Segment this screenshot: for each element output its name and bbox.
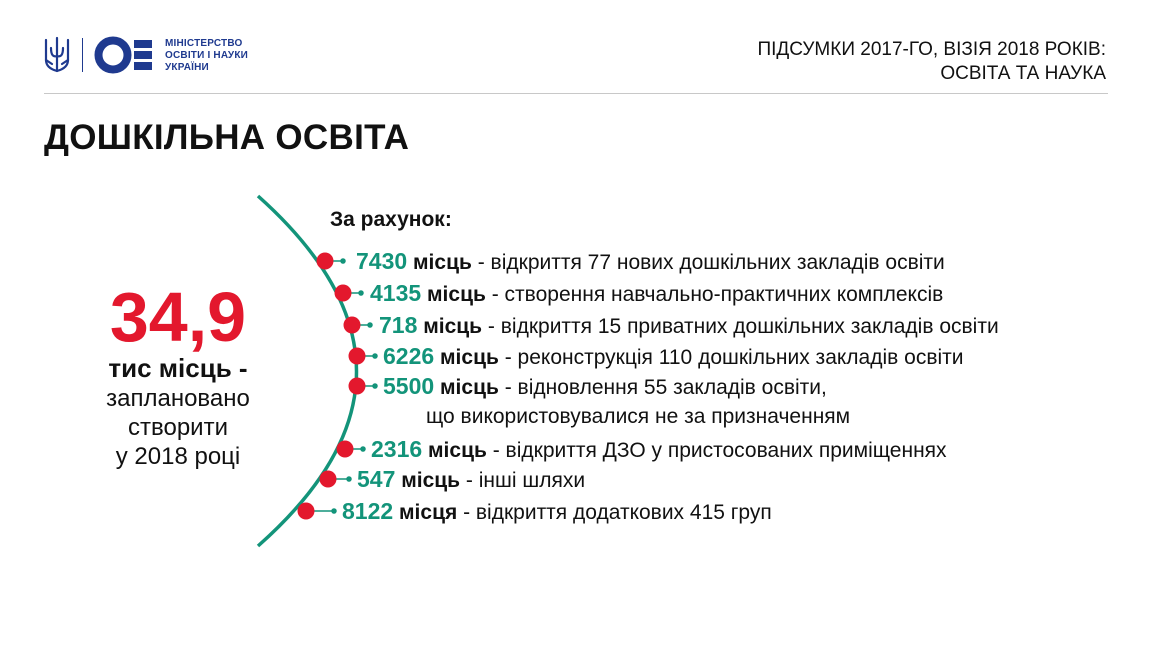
ministry-line: ОСВІТИ І НАУКИ xyxy=(165,50,249,61)
ministry-line: МІНІСТЕРСТВО xyxy=(165,38,243,49)
list-item: 6226 місць - реконструкція 110 дошкільни… xyxy=(383,343,964,371)
ministry-name: МІНІСТЕРСТВО ОСВІТИ І НАУКИ УКРАЇНИ xyxy=(165,38,248,74)
item-unit: місць xyxy=(428,439,487,462)
item-number: 8122 xyxy=(342,498,394,524)
header-title-line1: ПІДСУМКИ 2017-ГО, ВІЗІЯ 2018 РОКІВ: xyxy=(757,39,1106,60)
list-item: 8122 місця - відкриття додаткових 415 гр… xyxy=(342,498,772,526)
item-unit: місць xyxy=(423,315,483,338)
arc-dot xyxy=(343,316,361,334)
item-text: - відкриття додаткових 415 груп xyxy=(457,501,772,524)
item-text: - відкриття 15 приватних дошкільних закл… xyxy=(482,315,999,338)
item-text: - відкриття ДЗО у пристосованих приміщен… xyxy=(486,439,947,462)
list-heading: За рахунок: xyxy=(330,208,452,231)
item-unit: місць xyxy=(401,469,461,492)
trident-icon xyxy=(44,36,70,73)
item-text: - реконструкція 110 дошкільних закладів … xyxy=(498,346,964,369)
item-unit: місць xyxy=(440,346,499,369)
item-number: 718 xyxy=(379,312,418,338)
list-item: 547 місць - інші шляхи xyxy=(357,466,585,494)
ministry-line: УКРАЇНИ xyxy=(165,62,209,73)
header-title: ПІДСУМКИ 2017-ГО, ВІЗІЯ 2018 РОКІВ: ОСВІ… xyxy=(757,38,1106,86)
summary-unit: тис місць - xyxy=(108,353,248,383)
arc-dot xyxy=(348,377,366,395)
list-item: 718 місць - відкриття 15 приватних дошкі… xyxy=(379,312,999,340)
item-unit: місць xyxy=(427,283,486,306)
arc-dot xyxy=(319,470,337,488)
summary-desc-line: створити xyxy=(128,414,228,441)
arc-dot xyxy=(316,252,334,270)
item-text: - відкриття 77 нових дошкільних закладів… xyxy=(471,251,945,274)
header: МІНІСТЕРСТВО ОСВІТИ І НАУКИ УКРАЇНИ ПІДС… xyxy=(0,0,1152,94)
ministry-logo-icon xyxy=(94,36,152,74)
item-number: 2316 xyxy=(371,436,423,462)
item-text: - відновлення 55 закладів освіти, xyxy=(498,376,827,399)
item-number: 7430 xyxy=(356,248,408,274)
summary-description: заплановано створити у 2018 році xyxy=(68,384,288,471)
summary-desc-line: у 2018 році xyxy=(115,443,241,470)
arc-dots xyxy=(297,252,366,520)
logo-divider xyxy=(82,38,83,72)
item-unit: місць xyxy=(440,376,499,399)
page-title: ДОШКІЛЬНА ОСВІТА xyxy=(44,118,410,157)
item-text: - інші шляхи xyxy=(460,469,586,492)
item-number: 5500 xyxy=(383,373,435,399)
header-divider xyxy=(44,93,1108,94)
list-item: 5500 місць - відновлення 55 закладів осв… xyxy=(383,373,827,401)
list-item: 7430 місць - відкриття 77 нових дошкільн… xyxy=(356,248,945,276)
item-text: - створення навчально-практичних комплек… xyxy=(485,283,944,306)
summary-block: 34,9 тис місць - заплановано створити у … xyxy=(68,282,288,471)
header-title-line2: ОСВІТА ТА НАУКА xyxy=(940,63,1106,84)
arc-dot xyxy=(348,347,366,365)
list-item: 2316 місць - відкриття ДЗО у пристосован… xyxy=(371,436,947,464)
arc-dot xyxy=(334,284,352,302)
arc-dot xyxy=(336,440,354,458)
summary-desc-line: заплановано xyxy=(106,385,250,412)
item-unit: місць xyxy=(413,251,472,274)
item-number: 4135 xyxy=(370,280,422,306)
item-unit: місця xyxy=(399,501,458,524)
arc-dot xyxy=(297,502,315,520)
summary-number: 34,9 xyxy=(109,278,247,356)
list-item: 4135 місць - створення навчально-практич… xyxy=(370,280,943,308)
item-text-continuation: що використовувалися не за призначенням xyxy=(426,405,851,428)
item-number: 547 xyxy=(357,466,396,492)
item-number: 6226 xyxy=(383,343,435,369)
